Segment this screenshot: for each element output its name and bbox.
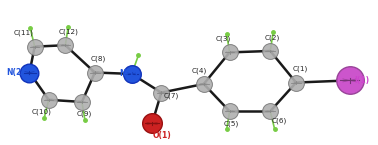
Point <box>32 46 38 48</box>
Text: C(12): C(12) <box>59 28 79 35</box>
Point <box>92 71 98 74</box>
Text: C(10): C(10) <box>32 109 52 115</box>
Text: C(3): C(3) <box>215 36 231 42</box>
Point <box>267 110 273 112</box>
Text: N(2): N(2) <box>6 68 25 77</box>
Text: C(8): C(8) <box>90 56 105 62</box>
Text: C(1): C(1) <box>292 66 307 72</box>
Text: C(5): C(5) <box>224 120 239 127</box>
Point <box>79 101 85 103</box>
Text: I(1): I(1) <box>354 76 369 85</box>
Point <box>62 44 68 46</box>
Point <box>149 122 155 125</box>
Text: N(1): N(1) <box>119 69 138 78</box>
Point <box>158 91 164 94</box>
Text: C(11): C(11) <box>14 30 34 36</box>
Point <box>201 83 207 85</box>
Text: O(1): O(1) <box>153 131 172 140</box>
Point <box>46 99 52 101</box>
Text: C(2): C(2) <box>265 34 280 41</box>
Point <box>129 73 135 75</box>
Text: C(9): C(9) <box>76 111 91 117</box>
Text: C(7): C(7) <box>164 93 179 99</box>
Text: C(6): C(6) <box>272 117 287 124</box>
Text: C(4): C(4) <box>192 67 207 74</box>
Point <box>226 51 232 54</box>
Point <box>226 110 232 112</box>
Point <box>347 79 353 81</box>
Point <box>26 71 33 74</box>
Point <box>293 81 299 84</box>
Point <box>267 50 273 52</box>
